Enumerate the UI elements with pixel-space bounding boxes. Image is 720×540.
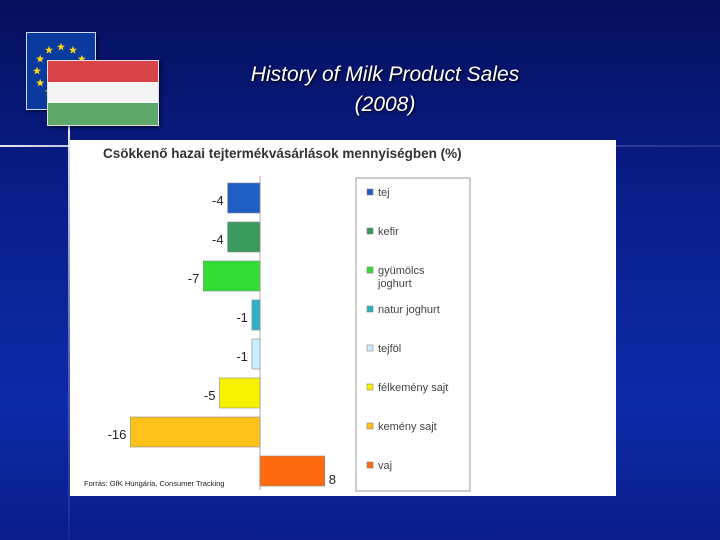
slide-title-line1: History of Milk Product Sales xyxy=(250,63,520,86)
legend-label: tejföl xyxy=(378,343,401,355)
legend-label: kemény sajt xyxy=(378,421,437,433)
bar-value-label: -4 xyxy=(212,232,224,247)
bar-5 xyxy=(251,338,261,370)
bar-3 xyxy=(203,260,261,292)
chart-panel: Csökkenő hazai tejtermékvásárlások menny… xyxy=(70,140,616,496)
chart-title: Csökkenő hazai tejtermékvásárlások menny… xyxy=(103,146,462,161)
bar-chart: Csökkenő hazai tejtermékvásárlások menny… xyxy=(84,146,471,492)
eu-star-icon xyxy=(33,66,41,75)
eu-star-icon xyxy=(45,46,53,54)
bar-4 xyxy=(251,299,261,331)
legend-label: kefir xyxy=(378,226,399,238)
legend-label: félkemény sajt xyxy=(378,382,448,394)
eu-star-icon xyxy=(36,78,45,87)
legend-label: joghurt xyxy=(377,278,412,290)
bar-8 xyxy=(259,455,326,487)
legend-swatch xyxy=(366,266,374,274)
slide-title-line2: (2008) xyxy=(354,93,416,116)
bar-value-label: 8 xyxy=(329,472,336,487)
legend-swatch xyxy=(366,188,374,196)
legend-label: vaj xyxy=(378,460,392,472)
legend-label: natur joghurt xyxy=(378,304,440,316)
legend-label: gyümölcs xyxy=(378,265,425,277)
bar-value-label: -16 xyxy=(108,427,127,442)
slide-title: History of Milk Product Sales (2008) xyxy=(200,60,570,120)
legend-label: tej xyxy=(378,187,390,199)
decorative-vertical-line xyxy=(68,125,70,540)
chart-source: Forrás: GfK Hungária, Consumer Tracking xyxy=(84,479,224,488)
legend-swatch xyxy=(366,227,374,235)
legend-swatch xyxy=(366,344,374,352)
eu-star-icon xyxy=(69,46,77,54)
legend-swatch xyxy=(366,383,374,391)
legend-box xyxy=(355,177,471,492)
bar-value-label: -4 xyxy=(212,193,224,208)
bar-value-label: -1 xyxy=(236,349,248,364)
hungary-flag-icon xyxy=(47,60,159,126)
eu-star-icon xyxy=(36,54,45,63)
bar-7 xyxy=(130,416,261,448)
bar-2 xyxy=(227,221,261,253)
legend-swatch xyxy=(366,305,374,313)
bar-1 xyxy=(227,182,261,214)
bar-value-label: -7 xyxy=(188,271,200,286)
bar-value-label: -1 xyxy=(236,310,248,325)
bar-value-label: -5 xyxy=(204,388,216,403)
legend-swatch xyxy=(366,422,374,430)
eu-star-icon xyxy=(77,54,86,63)
eu-star-icon xyxy=(57,42,65,51)
legend-swatch xyxy=(366,461,374,469)
bar-6 xyxy=(219,377,261,409)
